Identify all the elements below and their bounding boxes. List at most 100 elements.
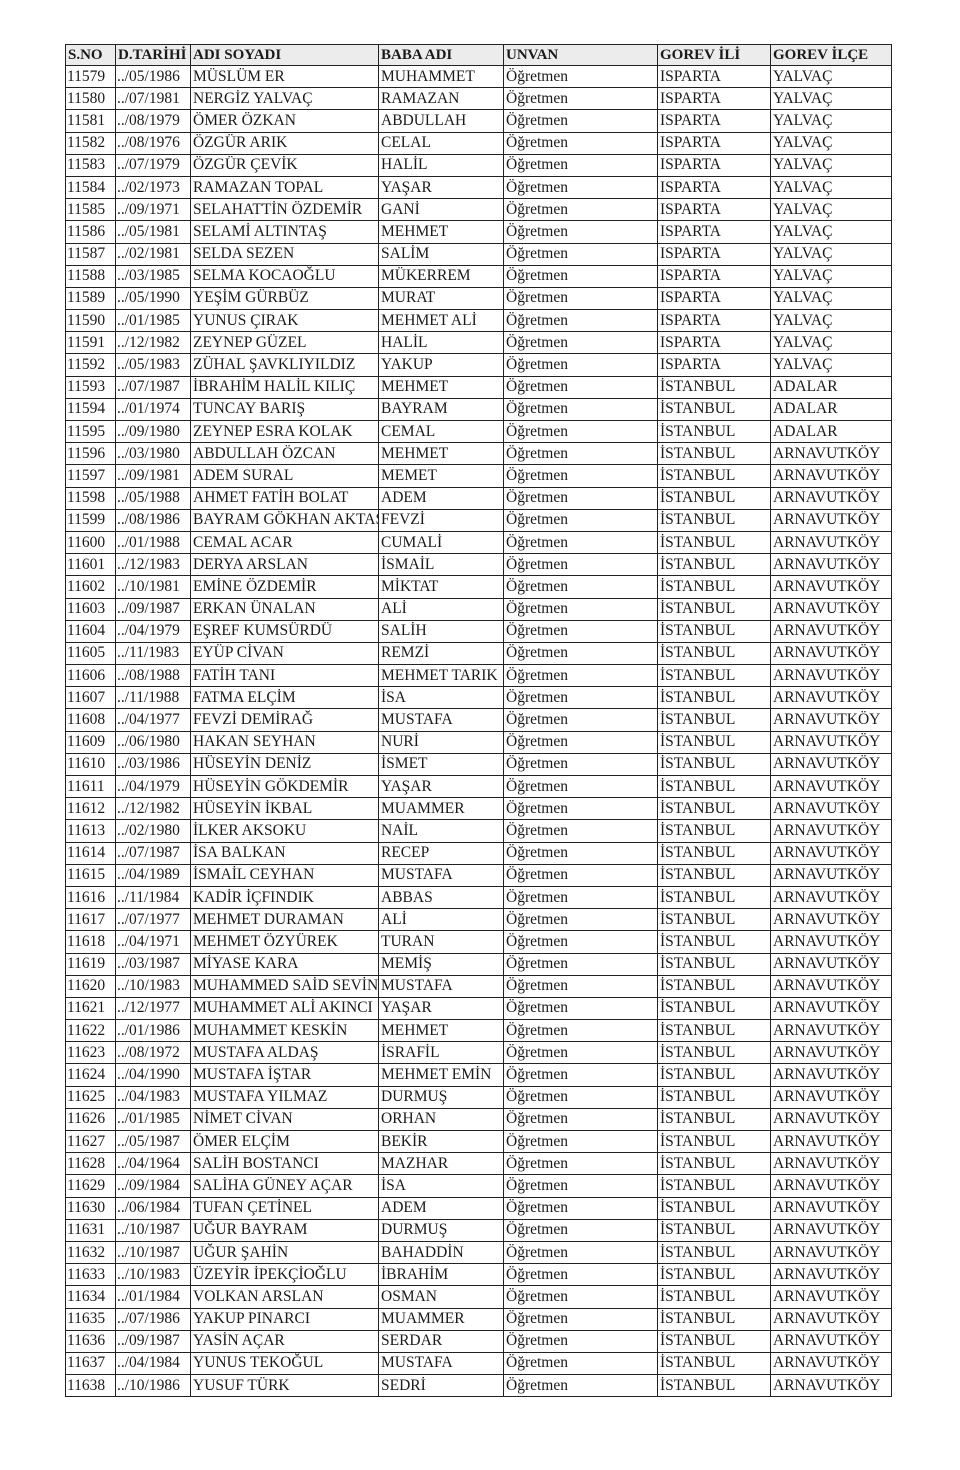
table-row: 11585 ../09/1971 SELAHATTİN ÖZDEMİR GANİ Öğr…: [65, 198, 892, 222]
cell-title: Öğretmen: [503, 686, 658, 710]
cell-district: ARNAVUTKÖY: [770, 930, 892, 954]
header-sno: S.NO: [65, 44, 116, 66]
cell-full-name: YAKUP PINARCI: [190, 1307, 379, 1331]
cell-district: YALVAÇ: [770, 309, 892, 333]
cell-birth-date: ../12/1982: [115, 797, 191, 821]
cell-district: ARNAVUTKÖY: [770, 597, 892, 621]
table-row: 11610 ../03/1986 HÜSEYİN DENİZ İSMET Öğretme…: [65, 752, 892, 777]
cell-birth-date: ../04/1984: [115, 1351, 191, 1376]
cell-province: İSTANBUL: [657, 708, 771, 732]
cell-province: İSTANBUL: [657, 1019, 771, 1043]
cell-full-name: NERGİZ YALVAÇ: [190, 87, 379, 111]
cell-title: Öğretmen: [503, 575, 658, 599]
cell-father-name: MEHMET EMİN: [378, 1063, 504, 1087]
cell-title: Öğretmen: [503, 952, 658, 976]
header-title: UNVAN: [503, 44, 658, 66]
cell-title: Öğretmen: [503, 1351, 658, 1376]
cell-district: ARNAVUTKÖY: [770, 442, 892, 466]
cell-province: İSTANBUL: [657, 863, 771, 887]
cell-birth-date: ../05/1986: [115, 64, 191, 89]
cell-title: Öğretmen: [503, 1107, 658, 1132]
cell-district: ARNAVUTKÖY: [770, 530, 892, 555]
cell-sno: 11630: [65, 1196, 116, 1220]
cell-province: İSTANBUL: [657, 397, 771, 422]
cell-province: İSTANBUL: [657, 1129, 771, 1154]
cell-sno: 11623: [65, 1041, 116, 1065]
cell-title: Öğretmen: [503, 1041, 658, 1065]
cell-title: Öğretmen: [503, 198, 658, 222]
cell-province: İSTANBUL: [657, 530, 771, 555]
cell-province: İSTANBUL: [657, 1041, 771, 1065]
cell-full-name: SELMA KOCAOĞLU: [190, 264, 379, 288]
cell-sno: 11594: [65, 397, 116, 422]
cell-father-name: MİKTAT: [378, 575, 504, 599]
cell-title: Öğretmen: [503, 1085, 658, 1109]
cell-province: İSTANBUL: [657, 664, 771, 688]
cell-title: Öğretmen: [503, 464, 658, 488]
cell-full-name: İLKER AKSOKU: [190, 819, 379, 843]
table-row: 11620 ../10/1983 MUHAMMED SAİD SEVİN MUSTAF…: [65, 974, 892, 998]
cell-title: Öğretmen: [503, 175, 658, 200]
cell-sno: 11617: [65, 908, 116, 932]
cell-district: ARNAVUTKÖY: [770, 1196, 892, 1220]
cell-province: İSTANBUL: [657, 885, 771, 910]
cell-full-name: ÖMER ÖZKAN: [190, 109, 379, 133]
cell-title: Öğretmen: [503, 1019, 658, 1043]
cell-province: İSTANBUL: [657, 774, 771, 799]
cell-title: Öğretmen: [503, 486, 658, 510]
cell-title: Öğretmen: [503, 220, 658, 244]
cell-father-name: SEDRİ: [378, 1374, 504, 1398]
cell-father-name: MEHMET TARIK: [378, 664, 504, 688]
cell-province: İSTANBUL: [657, 1107, 771, 1132]
cell-title: Öğretmen: [503, 264, 658, 288]
cell-district: ARNAVUTKÖY: [770, 1152, 892, 1176]
cell-province: İSTANBUL: [657, 553, 771, 577]
cell-father-name: MEMET: [378, 464, 504, 488]
cell-father-name: YAŞAR: [378, 774, 504, 799]
cell-sno: 11605: [65, 641, 116, 666]
table-row: 11632 ../10/1987 UĞUR ŞAHİN BAHADDİN Öğretme…: [65, 1240, 892, 1265]
cell-full-name: FATİH TANI: [190, 664, 379, 688]
cell-title: Öğretmen: [503, 774, 658, 799]
table-row: 11596 ../03/1980 ABDULLAH ÖZCAN MEHMET Öğret…: [65, 442, 892, 466]
table-row: 11628 ../04/1964 SALİH BOSTANCI MAZHAR Öğret…: [65, 1152, 892, 1176]
cell-sno: 11603: [65, 597, 116, 621]
cell-birth-date: ../02/1980: [115, 819, 191, 843]
cell-province: İSTANBUL: [657, 819, 771, 843]
cell-full-name: YUSUF TÜRK: [190, 1374, 379, 1398]
cell-father-name: İBRAHİM: [378, 1263, 504, 1287]
cell-father-name: TURAN: [378, 930, 504, 954]
cell-province: İSTANBUL: [657, 686, 771, 710]
cell-title: Öğretmen: [503, 442, 658, 466]
table-row: 11631 ../10/1987 UĞUR BAYRAM DURMUŞ Öğretmen…: [65, 1218, 892, 1242]
cell-province: İSTANBUL: [657, 1152, 771, 1176]
cell-full-name: ZÜHAL ŞAVKLIYILDIZ: [190, 353, 379, 377]
cell-father-name: MEHMET: [378, 375, 504, 399]
cell-district: ARNAVUTKÖY: [770, 641, 892, 666]
table-row: 11605 ../11/1983 EYÜP CİVAN REMZİ Öğretmen İS…: [65, 641, 892, 666]
cell-birth-date: ../09/1981: [115, 464, 191, 488]
cell-full-name: ÖZGÜR ÇEVİK: [190, 153, 379, 177]
cell-father-name: MEHMET: [378, 1019, 504, 1043]
cell-sno: 11622: [65, 1019, 116, 1043]
cell-province: ISPARTA: [657, 331, 771, 355]
cell-birth-date: ../04/1977: [115, 708, 191, 732]
cell-father-name: ABBAS: [378, 885, 504, 910]
header-birth-date: D.TARİHİ: [115, 44, 191, 66]
cell-birth-date: ../10/1986: [115, 1374, 191, 1398]
table-row: 11598 ../05/1988 AHMET FATİH BOLAT ADEM Öğre…: [65, 486, 892, 510]
cell-full-name: YASİN AÇAR: [190, 1329, 379, 1353]
personnel-table: S.NO D.TARİHİ ADI SOYADI BABA ADI UNVAN …: [65, 44, 892, 1398]
cell-title: Öğretmen: [503, 1174, 658, 1198]
cell-birth-date: ../04/1983: [115, 1085, 191, 1109]
cell-title: Öğretmen: [503, 708, 658, 732]
table-row: 11604 ../04/1979 EŞREF KUMSÜRDÜ SALİH Öğretm…: [65, 619, 892, 643]
cell-title: Öğretmen: [503, 974, 658, 998]
cell-full-name: EŞREF KUMSÜRDÜ: [190, 619, 379, 643]
cell-title: Öğretmen: [503, 1129, 658, 1154]
cell-father-name: RAMAZAN: [378, 87, 504, 111]
cell-sno: 11614: [65, 841, 116, 865]
cell-full-name: MEHMET ÖZYÜREK: [190, 930, 379, 954]
cell-province: İSTANBUL: [657, 908, 771, 932]
cell-sno: 11619: [65, 952, 116, 976]
